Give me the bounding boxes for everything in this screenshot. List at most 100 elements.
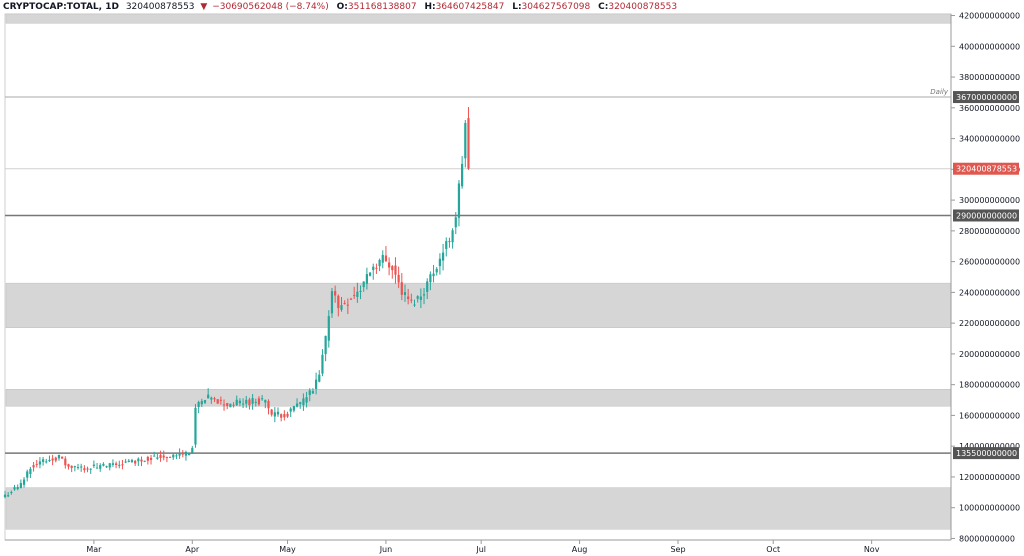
- candle: [80, 463, 83, 472]
- candle-body: [299, 402, 302, 404]
- candle-body: [210, 397, 213, 400]
- candle: [283, 410, 286, 421]
- high-value: 364607425847: [435, 2, 505, 12]
- candle-body: [149, 457, 153, 460]
- candle: [32, 461, 35, 472]
- candle: [311, 388, 315, 394]
- candle-body: [283, 414, 286, 418]
- candle: [51, 454, 54, 466]
- candle: [314, 372, 318, 395]
- low-label: L:: [512, 2, 522, 12]
- candle: [245, 395, 248, 408]
- candle-body: [235, 399, 238, 406]
- y-tick-label: 100000000000: [959, 504, 1020, 513]
- candle: [16, 484, 19, 491]
- candle: [156, 452, 159, 460]
- candle-body: [3, 494, 7, 498]
- candle-body: [280, 414, 283, 418]
- candle-body: [368, 272, 372, 276]
- y-tick-label: 280000000000: [959, 227, 1020, 236]
- candle-body: [184, 451, 188, 456]
- support-zone-3: [5, 487, 952, 530]
- candle: [188, 452, 191, 456]
- candle: [102, 462, 105, 467]
- candle: [73, 465, 76, 472]
- candle-body: [92, 464, 95, 466]
- candle-body: [146, 457, 149, 461]
- candle: [441, 243, 445, 271]
- candle-body: [121, 464, 124, 466]
- candle-body: [200, 401, 203, 405]
- candle: [241, 398, 245, 409]
- candle-body: [197, 402, 200, 408]
- candle: [99, 463, 102, 472]
- candle: [388, 257, 391, 276]
- candle: [419, 288, 422, 309]
- last-price-badge: 320400878553: [956, 165, 1017, 174]
- y-tick-label: 340000000000: [959, 135, 1020, 144]
- candle: [308, 388, 311, 402]
- candle: [337, 294, 340, 317]
- candle-body: [349, 298, 353, 300]
- change-down-icon: ▼: [200, 2, 208, 12]
- candle-body: [245, 399, 248, 404]
- candle-body: [457, 183, 461, 218]
- candle: [35, 460, 38, 468]
- candle-body: [365, 274, 369, 284]
- candle-body: [372, 266, 375, 271]
- candle: [276, 407, 280, 417]
- symbol-label[interactable]: CRYPTOCAP:TOTAL, 1D: [3, 2, 119, 12]
- level-badge-2: 135500000000: [956, 449, 1017, 458]
- candle-body: [10, 491, 13, 493]
- candle-body: [267, 401, 270, 409]
- candle: [41, 456, 45, 466]
- x-tick-label: Jul: [475, 545, 486, 554]
- candle: [429, 271, 432, 291]
- y-tick-label: 200000000000: [959, 350, 1020, 359]
- candle-body: [464, 122, 467, 159]
- candle: [353, 286, 356, 299]
- candle: [210, 396, 213, 404]
- y-tick-label: 140000000000: [959, 442, 1020, 451]
- candle-body: [343, 303, 346, 305]
- candle-body: [32, 465, 35, 468]
- x-tick-label: Jun: [379, 545, 393, 554]
- candle: [365, 267, 369, 290]
- candle: [111, 459, 115, 467]
- candle: [194, 403, 197, 448]
- candle-body: [454, 217, 457, 228]
- candle-body: [254, 401, 257, 403]
- candle-body: [295, 403, 299, 407]
- candle-body: [137, 458, 140, 462]
- candle: [22, 477, 26, 488]
- level-badge-0: 367000000000: [956, 93, 1017, 102]
- candle: [162, 450, 165, 461]
- candle: [410, 293, 413, 304]
- candle: [346, 298, 349, 315]
- candle-body: [38, 461, 42, 465]
- candle-body: [302, 398, 305, 406]
- candle: [378, 258, 381, 272]
- candle: [3, 490, 7, 499]
- candle: [70, 465, 73, 473]
- candle-body: [337, 295, 340, 309]
- x-tick-label: Sep: [670, 545, 685, 554]
- candle-body: [429, 274, 432, 283]
- candle-body: [381, 254, 384, 263]
- candle: [232, 402, 235, 408]
- candle-body: [29, 468, 32, 474]
- candle-body: [105, 466, 108, 468]
- candle-body: [114, 463, 118, 466]
- y-tick-label: 360000000000: [959, 104, 1020, 113]
- candle: [108, 462, 111, 471]
- candle-body: [400, 282, 403, 295]
- candle-body: [257, 398, 261, 405]
- candle: [54, 456, 57, 463]
- open-value: 351168138807: [347, 2, 417, 12]
- candle: [343, 300, 346, 305]
- candle: [118, 460, 121, 469]
- y-tick-label: 300000000000: [959, 196, 1020, 205]
- level-badge-1-bg: [953, 209, 1019, 222]
- candle: [375, 263, 378, 274]
